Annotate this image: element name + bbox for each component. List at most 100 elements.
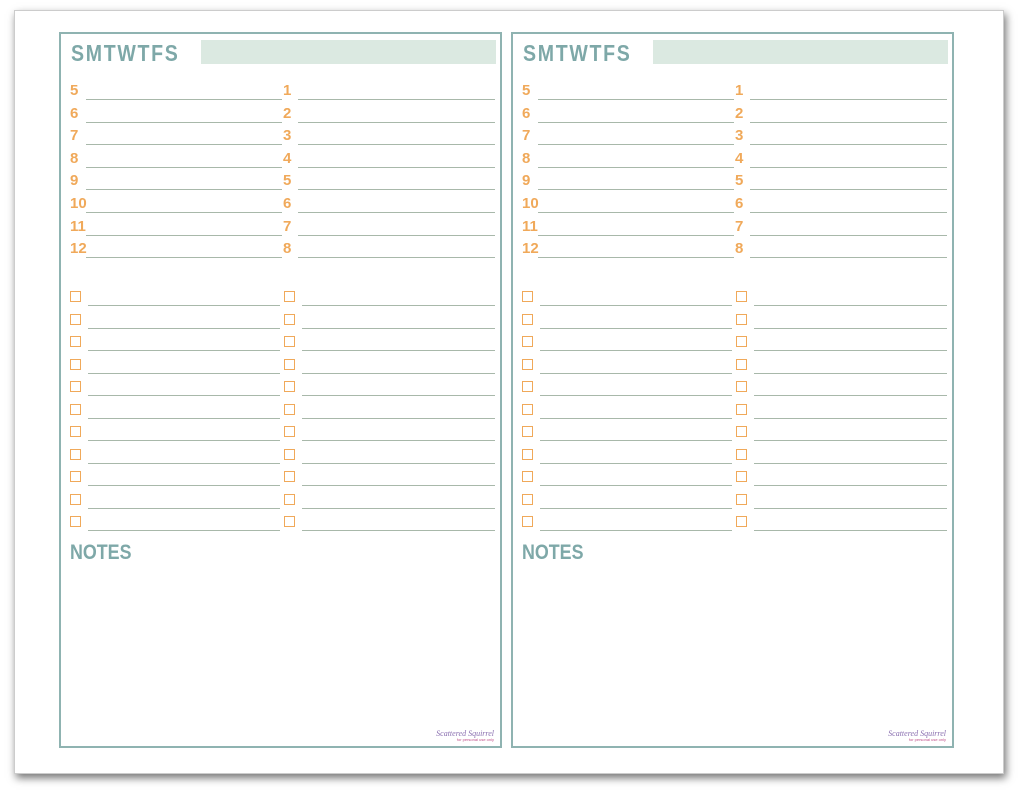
checkbox[interactable] [284,358,295,370]
checklist-item[interactable] [284,446,495,466]
checkbox[interactable] [284,313,295,325]
checklist-item[interactable] [70,446,280,466]
date-bar[interactable] [201,40,496,64]
checkbox[interactable] [522,471,533,482]
checklist-item[interactable] [736,423,947,443]
checkbox[interactable] [736,291,747,302]
checklist-item[interactable] [70,491,280,511]
checkbox[interactable] [70,381,81,392]
checkbox[interactable] [284,336,295,347]
checkbox[interactable] [736,516,747,527]
checkbox[interactable] [70,493,81,505]
checklist-item[interactable] [522,356,732,376]
checklist-item[interactable] [736,491,947,511]
hour-row[interactable]: 8 [522,150,734,170]
checkbox[interactable] [736,336,747,347]
hour-row[interactable]: 5 [283,172,495,192]
checkbox[interactable] [522,516,533,527]
checkbox[interactable] [70,313,81,325]
checkbox[interactable] [736,313,747,325]
checklist-item[interactable] [736,378,947,398]
checklist-item[interactable] [284,378,495,398]
hour-row[interactable]: 4 [283,150,495,170]
checkbox[interactable] [70,516,81,527]
checkbox[interactable] [284,291,295,302]
checkbox[interactable] [284,448,295,460]
checklist-item[interactable] [522,446,732,466]
hour-row[interactable]: 6 [522,105,734,125]
checklist-item[interactable] [70,356,280,376]
checkbox[interactable] [522,381,533,392]
hour-row[interactable]: 8 [283,240,495,260]
checkbox[interactable] [70,426,81,437]
checklist-item[interactable] [522,491,732,511]
hour-row[interactable]: 9 [522,172,734,192]
date-bar[interactable] [653,40,948,64]
checklist-item[interactable] [736,513,947,533]
checklist-item[interactable] [284,423,495,443]
checkbox[interactable] [736,358,747,370]
checklist-item[interactable] [284,468,495,488]
hour-row[interactable]: 5 [735,172,947,192]
hour-row[interactable]: 2 [735,105,947,125]
hour-row[interactable]: 10 [70,195,282,215]
checklist-item[interactable] [736,401,947,421]
checkbox[interactable] [522,403,533,415]
hour-row[interactable]: 1 [735,82,947,102]
checklist-item[interactable] [284,491,495,511]
hour-row[interactable]: 11 [70,218,282,238]
checklist-item[interactable] [736,468,947,488]
checklist-item[interactable] [70,288,280,308]
hour-row[interactable]: 8 [735,240,947,260]
checklist-item[interactable] [70,468,280,488]
checklist-item[interactable] [70,401,280,421]
hour-row[interactable]: 7 [735,218,947,238]
checklist-item[interactable] [522,401,732,421]
checklist-item[interactable] [284,513,495,533]
checkbox[interactable] [736,381,747,392]
hour-row[interactable]: 10 [522,195,734,215]
checklist-item[interactable] [284,401,495,421]
checkbox[interactable] [522,313,533,325]
checklist-item[interactable] [736,356,947,376]
checklist-item[interactable] [284,311,495,331]
checkbox[interactable] [736,493,747,505]
hour-row[interactable]: 4 [735,150,947,170]
checkbox[interactable] [522,448,533,460]
checklist-item[interactable] [522,311,732,331]
hour-row[interactable]: 9 [70,172,282,192]
hour-row[interactable]: 7 [283,218,495,238]
checkbox[interactable] [736,403,747,415]
checkbox[interactable] [70,336,81,347]
checkbox[interactable] [284,426,295,437]
checklist-item[interactable] [70,311,280,331]
checklist-item[interactable] [522,513,732,533]
hour-row[interactable]: 5 [70,82,282,102]
checkbox[interactable] [522,493,533,505]
checklist-item[interactable] [522,468,732,488]
checkbox[interactable] [70,448,81,460]
checklist-item[interactable] [70,378,280,398]
hour-row[interactable]: 6 [735,195,947,215]
checkbox[interactable] [284,403,295,415]
checkbox[interactable] [284,381,295,392]
checklist-item[interactable] [284,356,495,376]
hour-row[interactable]: 12 [70,240,282,260]
checkbox[interactable] [284,493,295,505]
checkbox[interactable] [736,426,747,437]
checklist-item[interactable] [70,513,280,533]
checkbox[interactable] [70,403,81,415]
checklist-item[interactable] [284,288,495,308]
checkbox[interactable] [70,358,81,370]
hour-row[interactable]: 3 [283,127,495,147]
hour-row[interactable]: 1 [283,82,495,102]
checklist-item[interactable] [522,378,732,398]
checklist-item[interactable] [70,423,280,443]
checkbox[interactable] [70,471,81,482]
hour-row[interactable]: 3 [735,127,947,147]
hour-row[interactable]: 11 [522,218,734,238]
checkbox[interactable] [736,448,747,460]
hour-row[interactable]: 5 [522,82,734,102]
hour-row[interactable]: 6 [283,195,495,215]
hour-row[interactable]: 7 [522,127,734,147]
